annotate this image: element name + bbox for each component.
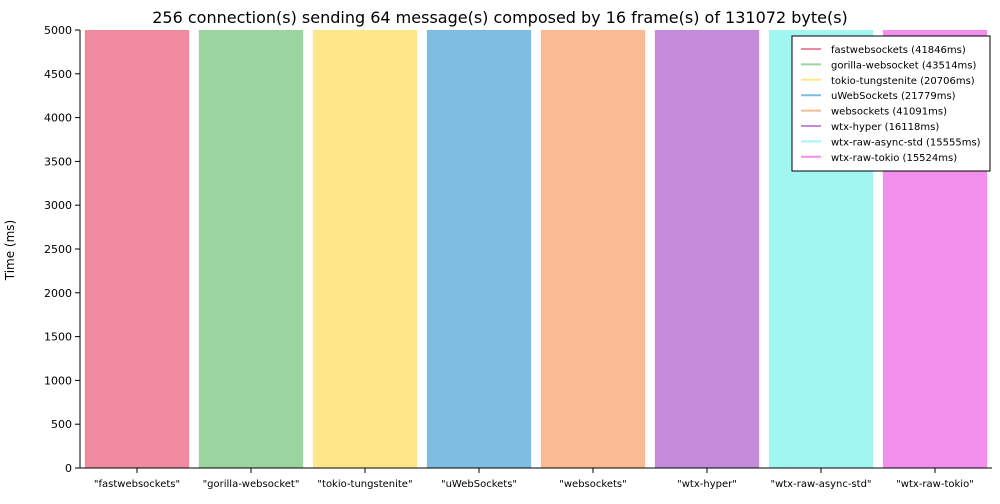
y-tick-label-6: 3000 <box>44 199 72 212</box>
x-tick-label-5: "wtx-hyper" <box>677 479 737 490</box>
bar-1 <box>198 30 304 468</box>
legend-entry-4: websockets (41091ms) <box>831 107 947 118</box>
legend-entry-2: tokio-tungstenite (20706ms) <box>831 76 975 87</box>
legend-entry-5: wtx-hyper (16118ms) <box>831 122 939 133</box>
legend-entry-1: gorilla-websocket (43514ms) <box>831 60 977 71</box>
y-axis-label: Time (ms) <box>3 220 17 282</box>
bar-5 <box>654 30 760 468</box>
legend-entry-0: fastwebsockets (41846ms) <box>831 45 966 56</box>
bar-3 <box>426 30 532 468</box>
x-tick-label-1: "gorilla-websocket" <box>203 479 300 490</box>
y-tick-label-9: 4500 <box>44 68 72 81</box>
y-tick-label-3: 1500 <box>44 331 72 344</box>
y-tick-label-5: 2500 <box>44 243 72 256</box>
chart-title: 256 connection(s) sending 64 message(s) … <box>152 8 848 27</box>
bar-4 <box>540 30 646 468</box>
legend-entry-3: uWebSockets (21779ms) <box>831 91 956 102</box>
bar-0 <box>84 30 190 468</box>
legend-box <box>791 35 991 172</box>
x-tick-label-3: "uWebSockets" <box>441 479 517 490</box>
y-tick-label-2: 1000 <box>44 374 72 387</box>
y-tick-label-10: 5000 <box>44 24 72 37</box>
x-tick-label-7: "wtx-raw-tokio" <box>896 479 974 490</box>
legend: fastwebsockets (41846ms) gorilla-websocke… <box>791 35 991 172</box>
legend-entry-7: wtx-raw-tokio (15524ms) <box>831 153 957 164</box>
x-tick-label-6: "wtx-raw-async-std" <box>770 479 871 490</box>
legend-entry-6: wtx-raw-async-std (15555ms) <box>831 137 981 148</box>
y-tick-label-8: 4000 <box>44 112 72 125</box>
y-tick-label-0: 0 <box>65 462 72 475</box>
x-tick-label-2: "tokio-tungstenite" <box>317 479 412 490</box>
y-tick-label-7: 3500 <box>44 155 72 168</box>
x-tick-label-0: "fastwebsockets" <box>94 479 180 490</box>
bar-2 <box>312 30 418 468</box>
x-tick-label-4: "websockets" <box>559 479 626 490</box>
plot-area: 0 500 1000 1500 2000 2500 3000 3500 4000 4500 5000… <box>44 24 992 490</box>
y-tick-label-4: 2000 <box>44 287 72 300</box>
y-tick-label-1: 500 <box>51 418 72 431</box>
